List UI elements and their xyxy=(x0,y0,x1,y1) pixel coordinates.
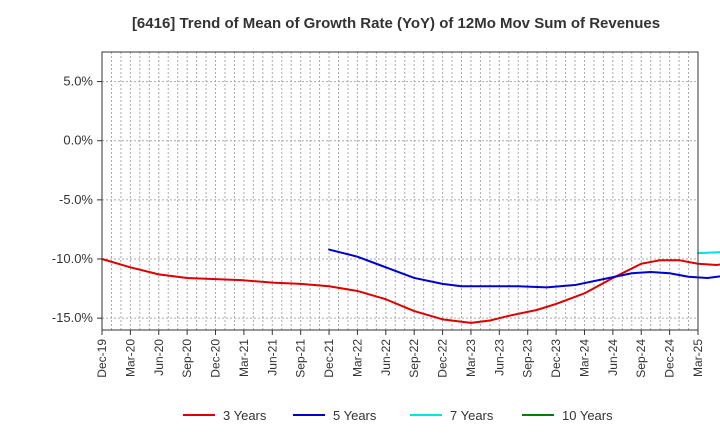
x-tick-label: Sep-21 xyxy=(294,339,308,378)
x-tick-label: Dec-23 xyxy=(549,339,563,378)
legend-label: 10 Years xyxy=(562,408,613,423)
x-tick-label: Dec-22 xyxy=(436,339,450,378)
x-tick-label: Mar-22 xyxy=(350,339,364,377)
x-tick-label: Dec-19 xyxy=(95,339,109,378)
legend-label: 7 Years xyxy=(450,408,494,423)
x-tick-label: Jun-21 xyxy=(265,339,279,376)
x-tick-label: Sep-20 xyxy=(180,339,194,378)
y-tick-label: 0.0% xyxy=(63,133,93,148)
x-tick-label: Sep-22 xyxy=(407,339,421,378)
x-tick-label: Jun-23 xyxy=(492,339,506,376)
chart-title: [6416] Trend of Mean of Growth Rate (YoY… xyxy=(132,15,660,32)
x-tick-label: Dec-21 xyxy=(322,339,336,378)
x-tick-label: Mar-23 xyxy=(464,339,478,377)
series-line-7-years xyxy=(697,251,720,255)
legend-label: 5 Years xyxy=(333,408,377,423)
y-tick-label: -5.0% xyxy=(59,192,93,207)
x-tick-label: Dec-20 xyxy=(209,339,223,378)
x-tick-label: Dec-24 xyxy=(663,339,677,378)
y-tick-label: -10.0% xyxy=(52,251,94,266)
gridlines xyxy=(102,52,698,330)
series-line-3-years xyxy=(101,258,720,324)
x-tick-label: Jun-20 xyxy=(152,339,166,376)
x-tick-label: Mar-21 xyxy=(237,339,251,377)
series-line-5-years xyxy=(328,248,720,289)
y-tick-label: -15.0% xyxy=(52,310,94,325)
x-axis: Dec-19 Mar-20 Jun-20 Sep-20 Dec-20 Mar-21 Jun-… xyxy=(95,330,705,378)
x-tick-label: Mar-24 xyxy=(577,339,591,377)
x-tick-label: Jun-24 xyxy=(606,339,620,376)
legend: 3 Years 5 Years 7 Years 10 Years xyxy=(183,408,613,423)
legend-label: 3 Years xyxy=(223,408,267,423)
plot-frame xyxy=(101,51,699,331)
y-axis: 5.0% 0.0% -5.0% -10.0% -15.0% xyxy=(52,74,102,325)
x-tick-label: Sep-24 xyxy=(634,339,648,378)
x-tick-label: Sep-23 xyxy=(521,339,535,378)
x-tick-label: Jun-22 xyxy=(379,339,393,376)
series-lines xyxy=(101,248,720,324)
y-tick-label: 5.0% xyxy=(63,74,93,89)
x-tick-label: Mar-25 xyxy=(691,339,705,377)
x-tick-label: Mar-20 xyxy=(123,339,137,377)
